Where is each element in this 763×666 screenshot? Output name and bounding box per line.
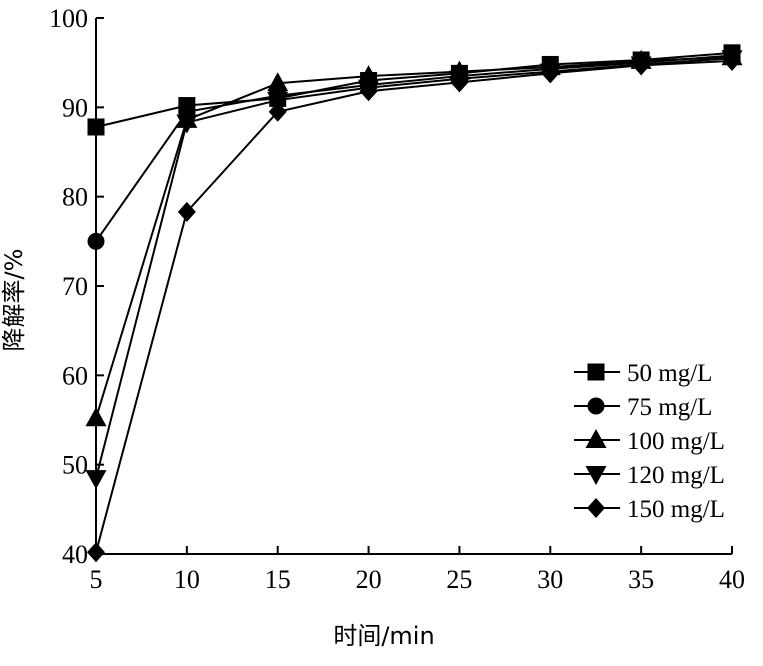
legend-label: 150 mg/L — [627, 496, 725, 523]
y-tick-label: 70 — [62, 272, 88, 301]
legend-label: 100 mg/L — [627, 428, 725, 455]
legend-marker — [587, 397, 605, 415]
legend-label: 120 mg/L — [627, 462, 725, 489]
data-point — [177, 201, 196, 222]
series-line — [95, 56, 733, 419]
data-point — [87, 232, 105, 250]
axes: 5 10 15 20 25 30 35 40 40 50 60 70 80 90 100 时间/min 降解率/… — [0, 4, 745, 650]
data-point — [85, 407, 107, 427]
data-point — [358, 65, 380, 85]
legend: 50 mg/L 75 mg/L 100 mg/L 120 mg/L 150 mg/L — [574, 360, 725, 523]
legend-item: 100 mg/L — [574, 428, 725, 455]
x-tick-label: 15 — [265, 565, 291, 594]
series-line — [95, 59, 733, 553]
legend-label: 50 mg/L — [627, 360, 712, 387]
data-point — [176, 114, 198, 134]
x-tick-label: 20 — [356, 565, 382, 594]
y-tick-label: 60 — [62, 361, 88, 390]
data-point — [87, 118, 105, 136]
series-line — [95, 51, 733, 128]
data-point — [359, 81, 378, 102]
y-tick-label: 90 — [62, 93, 88, 122]
series-layer — [85, 44, 743, 563]
data-point — [85, 470, 107, 490]
series-line — [95, 54, 733, 242]
y-tick-label: 80 — [62, 183, 88, 212]
series-group — [85, 50, 743, 490]
legend-marker — [585, 466, 607, 485]
legend-marker — [587, 498, 605, 518]
data-point — [268, 101, 287, 122]
data-point — [87, 542, 105, 563]
legend-marker — [585, 429, 607, 448]
series-line — [95, 57, 733, 479]
x-tick-label: 30 — [537, 565, 563, 594]
data-point — [267, 92, 289, 112]
x-axis-title: 时间/min — [333, 622, 434, 650]
data-point — [541, 63, 560, 84]
data-point — [267, 72, 289, 92]
data-point — [632, 55, 651, 76]
y-axis-title: 降解率/% — [0, 249, 28, 352]
legend-marker — [587, 363, 605, 381]
legend-item: 150 mg/L — [574, 496, 725, 523]
x-tick-label: 10 — [174, 565, 200, 594]
legend-label: 75 mg/L — [627, 394, 712, 421]
legend-item: 75 mg/L — [574, 394, 712, 421]
data-point — [723, 50, 741, 71]
x-tick-label: 5 — [90, 565, 103, 594]
x-tick-label: 25 — [446, 565, 472, 594]
y-tick-label: 50 — [62, 451, 88, 480]
legend-item: 50 mg/L — [574, 360, 712, 387]
x-tick-label: 35 — [628, 565, 654, 594]
y-tick-label: 100 — [49, 4, 88, 33]
y-tick-label: 40 — [62, 540, 88, 569]
data-point — [450, 72, 469, 93]
x-tick-label: 40 — [719, 565, 745, 594]
series-group — [87, 50, 741, 563]
legend-item: 120 mg/L — [574, 462, 725, 489]
